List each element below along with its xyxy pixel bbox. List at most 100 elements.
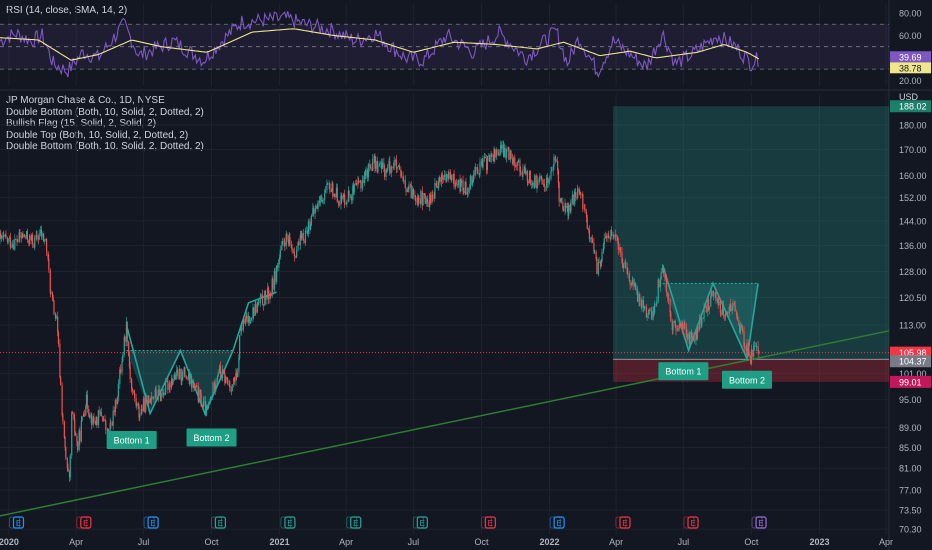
candle-body bbox=[96, 417, 98, 426]
candle-body bbox=[355, 183, 357, 184]
candle-body bbox=[750, 349, 753, 365]
candle-body bbox=[283, 241, 285, 243]
candle-body bbox=[364, 172, 366, 183]
candle-body bbox=[543, 183, 545, 187]
candle-body bbox=[312, 208, 315, 214]
candles bbox=[0, 140, 760, 483]
candle-body bbox=[116, 399, 118, 404]
candle-body bbox=[450, 178, 452, 180]
candle-body bbox=[207, 405, 209, 409]
chart-legend: JP Morgan Chase & Co., 1D, NYSE Double B… bbox=[6, 95, 204, 153]
candle-body bbox=[167, 381, 169, 390]
candle-body bbox=[560, 198, 562, 202]
candle-body bbox=[436, 185, 438, 189]
candle-body bbox=[362, 180, 364, 183]
candle-body bbox=[102, 419, 105, 422]
candle-body bbox=[472, 181, 474, 185]
candle-body bbox=[202, 406, 204, 408]
candle-body bbox=[641, 299, 643, 307]
candle-body bbox=[564, 203, 566, 211]
candle-body bbox=[2, 235, 4, 239]
candle-body bbox=[599, 261, 602, 267]
candle-body bbox=[722, 303, 724, 316]
candle-body bbox=[303, 240, 305, 243]
candle-body bbox=[43, 233, 45, 242]
candle-body bbox=[317, 200, 319, 209]
candle-body bbox=[309, 221, 311, 230]
candle-body bbox=[753, 346, 755, 357]
legend-symbol[interactable]: JP Morgan Chase & Co., 1D, NYSE bbox=[6, 95, 165, 106]
candle-body bbox=[375, 160, 377, 169]
candle-body bbox=[125, 321, 128, 342]
candle-body bbox=[31, 234, 33, 240]
candle-body bbox=[558, 182, 560, 202]
candle-body bbox=[482, 158, 484, 168]
candle-body bbox=[207, 403, 210, 409]
candle-body bbox=[398, 165, 400, 168]
candle-body bbox=[428, 202, 430, 207]
candle-body bbox=[373, 155, 375, 159]
legend-double-bottom-1[interactable]: Double Bottom (Both, 10, Solid, 2, Dotte… bbox=[6, 106, 204, 118]
price-tick-label: 120.50 bbox=[899, 293, 927, 303]
candle-body bbox=[69, 455, 71, 478]
candle-body bbox=[465, 181, 467, 195]
candle-body bbox=[183, 367, 185, 372]
candle-body bbox=[236, 372, 239, 378]
rsi-value-badge bbox=[890, 62, 931, 74]
earnings-icon-shadow bbox=[615, 516, 627, 529]
candle-body bbox=[383, 167, 386, 177]
candle-body bbox=[644, 306, 646, 308]
candle-body bbox=[603, 238, 605, 245]
candle-body bbox=[676, 328, 679, 331]
candle-body bbox=[128, 355, 131, 367]
candle-body bbox=[541, 179, 543, 185]
candle-body bbox=[332, 183, 334, 197]
candle-body bbox=[538, 178, 540, 181]
candle-body bbox=[688, 333, 690, 344]
pattern-label: Bottom 2 bbox=[729, 375, 765, 385]
candle-body bbox=[718, 301, 720, 306]
price-tick-label: 81.00 bbox=[899, 464, 922, 474]
candle-body bbox=[228, 384, 230, 386]
legend-bullish-flag[interactable]: Bullish Flag (15, Solid, 2, Solid, 2) bbox=[6, 118, 157, 129]
candle-body bbox=[510, 150, 512, 159]
candle-body bbox=[106, 429, 108, 431]
candle-body bbox=[707, 299, 710, 310]
candle-body bbox=[545, 186, 547, 188]
candle-body bbox=[667, 291, 669, 299]
candle-body bbox=[449, 172, 452, 180]
candle-body bbox=[93, 417, 95, 423]
candle-body bbox=[10, 246, 12, 248]
candle-body bbox=[646, 314, 648, 318]
candle-body bbox=[498, 154, 500, 156]
candle-body bbox=[314, 209, 316, 214]
candle-body bbox=[83, 413, 85, 416]
candle-body bbox=[672, 322, 674, 331]
candle-body bbox=[720, 312, 722, 315]
candle-body bbox=[53, 301, 55, 314]
candle-body bbox=[198, 389, 200, 401]
candle-body bbox=[376, 160, 378, 172]
candle-body bbox=[114, 399, 116, 413]
candle-body bbox=[160, 393, 162, 402]
candle-body bbox=[584, 208, 586, 212]
legend-double-top[interactable]: Double Top (Both, 10, Solid, 2, Dotted, … bbox=[6, 129, 189, 141]
candle-body bbox=[74, 419, 76, 433]
candle-body bbox=[315, 205, 317, 210]
candle-body bbox=[734, 304, 736, 312]
candle-body bbox=[79, 431, 81, 442]
candle-body bbox=[40, 229, 42, 234]
earnings-icon-shadow bbox=[280, 516, 292, 529]
candle-body bbox=[567, 206, 569, 216]
legend-double-bottom-2[interactable]: Double Bottom (Both, 10, Solid, 2, Dotte… bbox=[6, 141, 204, 152]
candle-body bbox=[4, 234, 6, 237]
candle-body bbox=[416, 200, 418, 203]
candle-body bbox=[11, 244, 14, 247]
rsi-value-badge-label: 38.78 bbox=[899, 63, 922, 73]
candle-body bbox=[670, 312, 672, 322]
candle-body bbox=[433, 196, 435, 199]
candle-body bbox=[633, 282, 636, 287]
earnings-icon-letter: E bbox=[287, 519, 292, 528]
candle-body bbox=[299, 235, 301, 246]
